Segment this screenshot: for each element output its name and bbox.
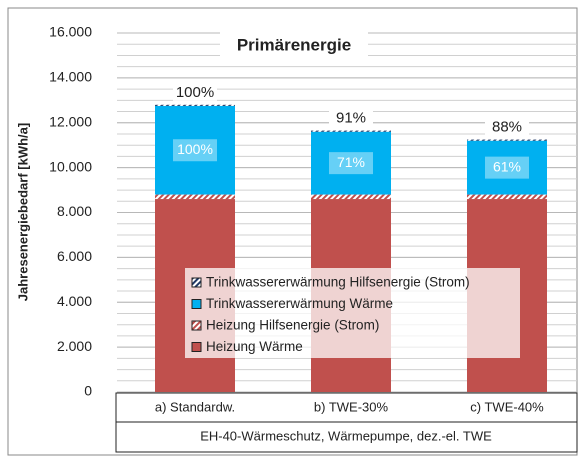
data-label: 100% <box>177 141 213 157</box>
legend-label: Trinkwassererwärmung Hilfsenergie (Strom… <box>206 275 470 290</box>
legend-swatch <box>191 320 202 331</box>
legend-label: Trinkwassererwärmung Wärme <box>206 296 393 311</box>
top-label-box <box>485 117 529 136</box>
bar-segment <box>155 104 235 106</box>
data-label: 71% <box>337 154 365 170</box>
y-tick-label: 2.000 <box>57 338 92 354</box>
x-tick-label: c) TWE-40% <box>470 399 544 414</box>
data-label-box <box>485 156 529 179</box>
top-label: 100% <box>176 84 214 101</box>
y-tick-label: 0 <box>84 383 92 399</box>
group-row <box>115 421 578 453</box>
chart-title: Primärenergie <box>237 35 351 54</box>
y-tick-label: 6.000 <box>57 248 92 264</box>
y-axis-label: Jahresenergiebedarf [kWh/a] <box>15 123 30 301</box>
x-tick-label: b) TWE-30% <box>314 399 389 414</box>
data-label: 61% <box>493 158 521 174</box>
legend-swatch <box>191 277 202 288</box>
top-label: 88% <box>492 119 522 136</box>
legend-box <box>185 268 520 358</box>
y-tick-label: 8.000 <box>57 203 92 219</box>
legend-label: Heizung Hilfsenergie (Strom) <box>206 318 379 333</box>
y-tick-label: 14.000 <box>49 69 92 85</box>
bar-segment <box>467 194 547 200</box>
bar-segment <box>155 194 235 200</box>
legend-label: Heizung Wärme <box>206 339 303 354</box>
x-tick-label: a) Standardw. <box>155 399 235 414</box>
bar-segment <box>311 194 391 200</box>
bar-segment <box>467 139 547 141</box>
group-label: EH-40-Wärmeschutz, Wärmepumpe, dez.-el. … <box>200 428 492 443</box>
data-label-box <box>173 139 217 162</box>
y-tick-label: 12.000 <box>49 113 92 129</box>
top-label-box <box>329 108 373 127</box>
data-label-box <box>329 152 373 175</box>
y-tick-label: 10.000 <box>49 158 92 174</box>
y-tick-label: 4.000 <box>57 293 92 309</box>
bar-segment <box>311 130 391 132</box>
top-label-box <box>173 82 217 101</box>
top-label: 91% <box>336 110 366 127</box>
y-tick-label: 16.000 <box>49 24 92 40</box>
legend-swatch <box>191 299 202 309</box>
title-box <box>220 30 368 62</box>
legend-swatch <box>191 342 202 352</box>
